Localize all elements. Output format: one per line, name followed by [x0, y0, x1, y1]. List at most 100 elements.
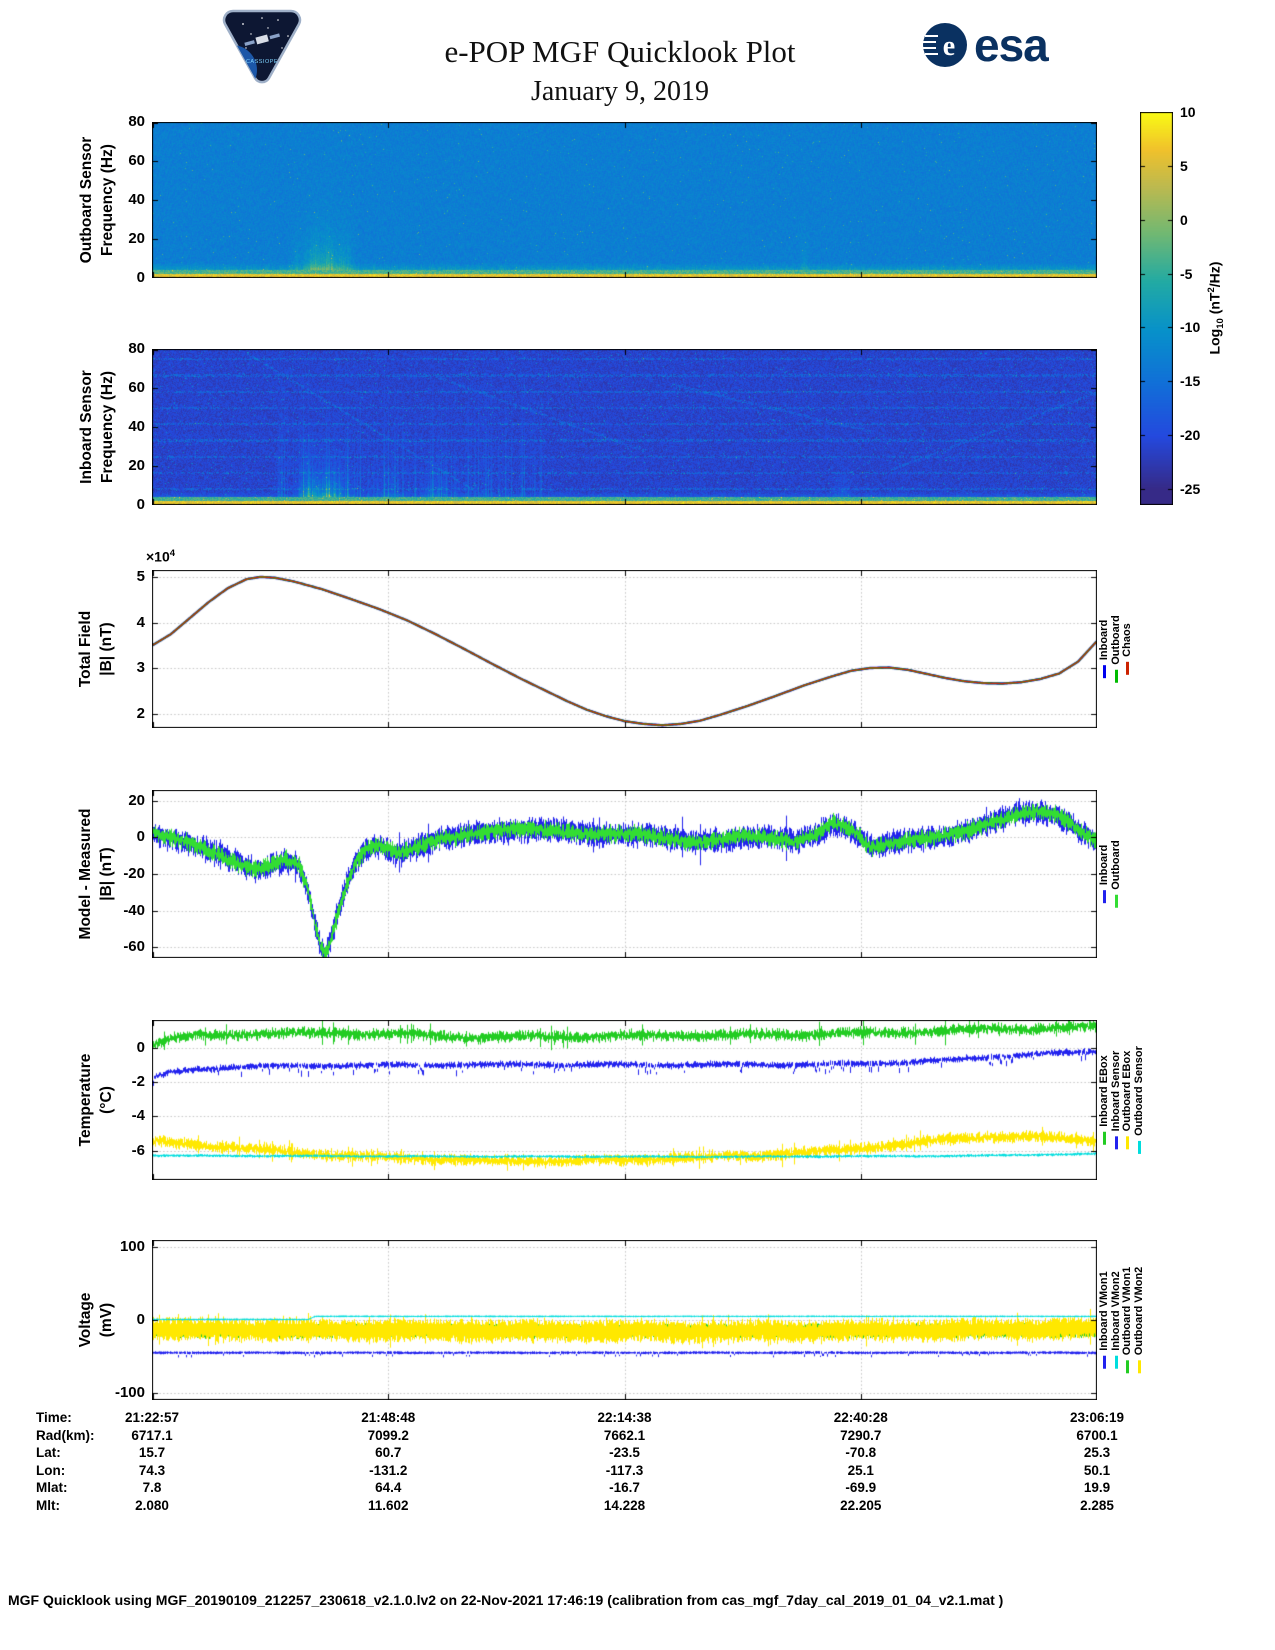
ephemeris-value: 22:40:28 [833, 1410, 888, 1425]
ephemeris-value: -117.3 [605, 1462, 644, 1478]
colorbar-tick-label: 0 [1180, 211, 1188, 228]
y-tick-label: 0 [136, 828, 145, 846]
colorbar-label-part: Log [1206, 328, 1223, 355]
total-field-plot [152, 570, 1097, 728]
colorbar-label-sup: 2 [1205, 287, 1217, 293]
colorbar-label-sub: 10 [1215, 318, 1227, 329]
legend-swatch-icon [1102, 1355, 1106, 1369]
y-tick-label: 60 [128, 152, 145, 169]
esa-wordmark: esa [974, 19, 1049, 71]
ephemeris-value: 60.7 [375, 1445, 402, 1461]
ephemeris-value: 74.3 [138, 1462, 166, 1478]
legend-label: Chaos [1121, 623, 1133, 657]
ephemeris-value: 22:14:38 [597, 1410, 652, 1425]
legend-swatch-icon [1125, 1360, 1129, 1374]
ylabel-line: Temperature [77, 1053, 94, 1147]
ephemeris-value: 6717.1 [131, 1427, 173, 1443]
page-title: e-POP MGF Quicklook Plot [444, 34, 796, 69]
exponent-power: 4 [169, 548, 176, 559]
ylabel-line: (°C) [98, 1086, 115, 1114]
ylabel-line: Inboard Sensor [78, 370, 95, 484]
ephemeris-value: 21:22:57 [124, 1410, 180, 1425]
model-minus-measured-plot [152, 790, 1097, 958]
ephemeris-value: 50.1 [1083, 1462, 1111, 1478]
ephemeris-value: -23.5 [609, 1445, 640, 1461]
ylabel-line: Outboard Sensor [78, 136, 95, 264]
ephemeris-value: 64.4 [375, 1480, 402, 1496]
colorbar [1140, 112, 1173, 505]
ephemeris-value: 7662.1 [603, 1427, 646, 1443]
footer-text: MGF Quicklook using MGF_20190109_212257_… [8, 1592, 1004, 1608]
y-tick-label: 100 [119, 1238, 145, 1256]
ephemeris-row-label: Time: [36, 1410, 72, 1425]
cassiope-mission-logo: CASSIOPE [218, 6, 306, 91]
ephemeris-value: -69.9 [845, 1480, 877, 1496]
legend-swatch-icon [1114, 1355, 1117, 1369]
ylabel-line: Total Field [77, 610, 94, 688]
ylabel-line: Model - Measured [77, 808, 94, 940]
legend-label: Outboard Sensor [1132, 1046, 1145, 1136]
ephemeris-value: 2.285 [1080, 1498, 1114, 1513]
ephemeris-value: 25.1 [847, 1462, 874, 1478]
cassiope-patch-icon: CASSIOPE [222, 9, 302, 84]
page-date: January 9, 2019 [530, 76, 710, 107]
ephemeris-value: 6700.1 [1076, 1427, 1118, 1443]
legend-swatch-icon [1102, 1131, 1106, 1145]
patch-label: CASSIOPE [246, 59, 278, 65]
colorbar-tick-label: -20 [1180, 427, 1201, 443]
ephemeris-value: 22.205 [840, 1498, 882, 1513]
ephemeris-row-label: Lon: [36, 1462, 66, 1478]
y-tick-label: 0 [136, 496, 145, 513]
y-tick-label: 40 [128, 191, 145, 208]
legend-swatch-icon [1102, 665, 1106, 679]
ephemeris-value: -131.2 [369, 1462, 408, 1478]
inboard-spectrogram [152, 349, 1097, 505]
outboard-spectrogram [152, 122, 1097, 278]
temperature-plot [152, 1020, 1097, 1180]
ephemeris-value: -70.8 [845, 1445, 877, 1461]
y-tick-label: -60 [123, 938, 145, 956]
y-tick-label: 5 [136, 567, 145, 585]
y-tick-label: 3 [136, 659, 145, 677]
y-tick-label: 40 [128, 418, 145, 435]
legend-swatch-icon [1137, 1360, 1140, 1374]
legend-label: Inboard [1098, 844, 1110, 886]
legend-swatch-icon [1125, 1136, 1129, 1150]
y-tick-label: -20 [123, 865, 145, 882]
y-tick-label: 60 [128, 379, 145, 396]
ephemeris-value: 7099.2 [367, 1427, 409, 1443]
legend-swatch-icon [1114, 1136, 1117, 1150]
y-tick-label: 4 [136, 613, 145, 631]
y-tick-label: -40 [123, 901, 145, 919]
ephemeris-value: 7.8 [142, 1480, 162, 1496]
legend-label: Outboard VMon2 [1132, 1266, 1145, 1356]
legend-swatch-icon [1114, 894, 1117, 908]
ylabel-line: Voltage [77, 1292, 94, 1348]
ephemeris-value: 7290.7 [840, 1427, 882, 1443]
svg-text:e: e [943, 31, 955, 62]
legend-label: Inboard VMon1 [1098, 1271, 1110, 1351]
ephemeris-value: 2.080 [135, 1498, 169, 1513]
y-tick-label: 0 [136, 1311, 145, 1328]
total-field-exponent: ×104 [146, 548, 175, 565]
ephemeris-value: 11.602 [367, 1498, 409, 1513]
y-tick-label: -4 [131, 1107, 145, 1125]
ephemeris-value: 19.9 [1083, 1480, 1111, 1496]
legend-label: Inboard Sensor [1109, 1050, 1122, 1132]
legend-label: Inboard [1098, 619, 1110, 661]
legend-swatch-icon [1125, 661, 1129, 675]
ephemeris-row-label: Lat: [36, 1445, 61, 1461]
legend-swatch-icon [1102, 890, 1106, 904]
y-tick-label: 80 [128, 340, 145, 357]
colorbar-tick-label: -15 [1180, 373, 1201, 390]
exponent-base: ×10 [146, 548, 170, 565]
legend-label: Inboard VMon2 [1109, 1271, 1122, 1351]
legend-label: Outboard [1109, 840, 1122, 890]
legend-label: Outboard VMon1 [1121, 1266, 1133, 1356]
y-tick-label: 20 [128, 230, 145, 247]
colorbar-tick-label: 10 [1180, 104, 1196, 120]
colorbar-label-part: (nT [1206, 292, 1223, 319]
y-tick-label: -2 [131, 1072, 145, 1090]
y-tick-label: 2 [136, 705, 145, 723]
